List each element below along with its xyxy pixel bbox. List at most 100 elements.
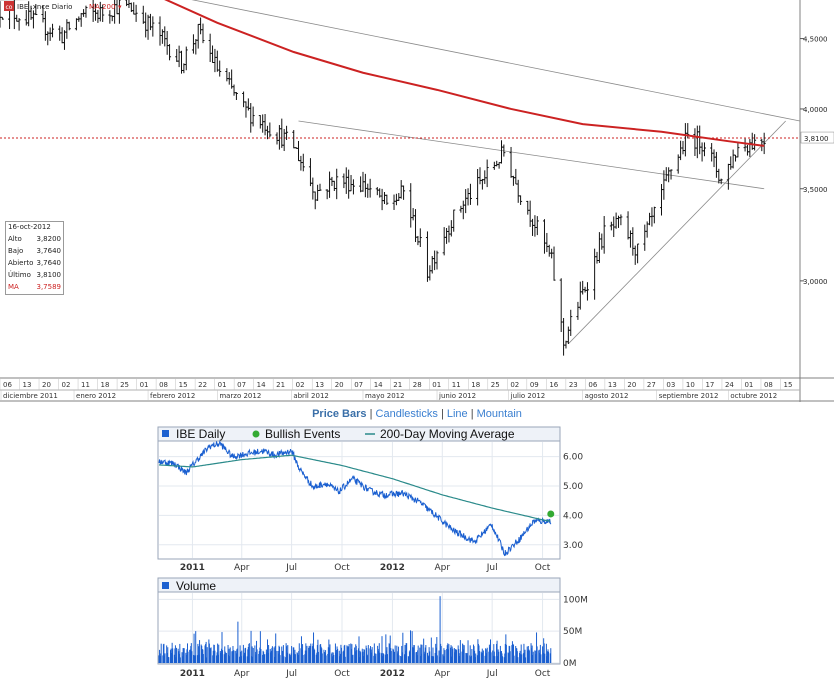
link-price-bars[interactable]: Price Bars xyxy=(312,408,367,420)
price-bar xyxy=(619,214,623,226)
price-bar xyxy=(301,153,305,172)
day-tick-label: 18 xyxy=(101,381,110,389)
day-tick-label: 25 xyxy=(491,381,500,389)
day-tick-label: 07 xyxy=(237,381,246,389)
y-tick-label: 4.00 xyxy=(563,511,583,521)
info-row-high: Alto 3,8200 xyxy=(8,235,61,243)
day-tick-label: 22 xyxy=(198,381,207,389)
day-tick-label: 06 xyxy=(588,381,597,389)
x-tick-label: Jul xyxy=(285,563,297,573)
day-tick-label: 01 xyxy=(432,381,441,389)
price-bar xyxy=(502,144,506,157)
volume-bars xyxy=(158,596,552,663)
price-bar xyxy=(719,178,723,185)
y-tick-label: 5.00 xyxy=(563,482,583,492)
line-plot-area: 6.00 5.00 4.00 3.00 2011 Apr Jul Oct 2012 Apr Jul O… xyxy=(158,440,583,573)
price-bar xyxy=(168,44,172,61)
legend-square-icon xyxy=(162,582,169,589)
month-label: octubre 2012 xyxy=(730,392,777,400)
month-label: diciembre 2011 xyxy=(3,392,58,400)
day-tick-label: 20 xyxy=(335,381,344,389)
day-tick-label: 21 xyxy=(276,381,285,389)
day-tick-label: 06 xyxy=(3,381,12,389)
price-bar xyxy=(485,159,489,188)
chart-style-links: Price Bars | Candlesticks | Line | Mount… xyxy=(312,408,522,420)
bottom-charts: IBE Daily Bullish Events 200-Day Moving … xyxy=(0,420,834,683)
price-bar xyxy=(0,16,4,20)
price-bar xyxy=(418,228,422,247)
chevron-down-icon[interactable]: ▾ xyxy=(118,4,122,11)
ma-200-line xyxy=(164,0,765,147)
x-tick-label: Apr xyxy=(234,669,250,679)
info-date: 16-oct-2012 xyxy=(8,223,51,231)
day-tick-label: 14 xyxy=(374,381,383,389)
symbol-label[interactable]: IBE .xnce Diario xyxy=(17,3,72,11)
price-bar xyxy=(652,206,656,224)
month-label: julio 2012 xyxy=(510,392,546,400)
trendline[interactable] xyxy=(298,120,765,190)
volume-plot-area: 100M 50M 0M 2011 Apr Jul Oct 2012 Apr Jul Oct xyxy=(158,593,588,679)
y-tick-label: 3,0000 xyxy=(803,278,828,286)
day-tick-label: 02 xyxy=(296,381,305,389)
day-tick-label: 11 xyxy=(81,381,90,389)
link-mountain[interactable]: Mountain xyxy=(476,408,522,420)
info-row-open: Abierto 3,7640 xyxy=(8,259,61,267)
price-bar xyxy=(468,183,472,205)
day-tick-label: 10 xyxy=(686,381,695,389)
link-line[interactable]: Line xyxy=(446,408,468,420)
day-tick-label: 13 xyxy=(315,381,324,389)
x-tick-label: Jul xyxy=(486,669,498,679)
day-tick-label: 02 xyxy=(62,381,71,389)
month-label: mayo 2012 xyxy=(365,392,405,400)
price-bar xyxy=(535,216,539,236)
day-tick-label: 24 xyxy=(725,381,734,389)
link-candlesticks[interactable]: Candlesticks xyxy=(375,408,438,420)
price-bar xyxy=(84,5,88,18)
info-row-ma: MA 3,7589 xyxy=(8,283,61,291)
price-bar xyxy=(201,23,205,44)
price-bar xyxy=(519,195,523,205)
day-tick-label: 28 xyxy=(413,381,422,389)
x-tick-label: Oct xyxy=(334,669,350,679)
price-bar xyxy=(251,106,255,127)
day-tick-label: 14 xyxy=(257,381,266,389)
legend-square-icon xyxy=(162,430,169,437)
month-label: junio 2012 xyxy=(438,392,476,400)
price-bar xyxy=(435,250,439,270)
symbol-icon[interactable] xyxy=(4,1,14,11)
trendline[interactable] xyxy=(162,0,801,122)
price-bar xyxy=(335,168,339,200)
trendline[interactable] xyxy=(568,120,786,345)
month-label: febrero 2012 xyxy=(150,392,195,400)
x-tick-label: Jul xyxy=(486,563,498,573)
price-bar xyxy=(636,243,640,264)
x-tick-label: Oct xyxy=(334,563,350,573)
price-bar xyxy=(34,4,38,16)
x-tick-label: Oct xyxy=(535,563,551,573)
price-bar xyxy=(602,216,606,254)
price-bar xyxy=(51,23,55,38)
day-tick-label: 16 xyxy=(549,381,558,389)
price-bar xyxy=(184,46,188,71)
price-bar xyxy=(268,122,272,138)
bullish-event-marker[interactable] xyxy=(547,510,555,518)
price-plot-area: 4,5000 4,0000 3,5000 3,0000 3,8100 06 13 20 02 11… xyxy=(0,0,834,402)
price-bar xyxy=(552,246,556,281)
x-tick-label: Apr xyxy=(434,563,450,573)
month-label: agosto 2012 xyxy=(585,392,629,400)
y-tick-label: 50M xyxy=(563,627,582,637)
y-tick-label: 6.00 xyxy=(563,453,583,463)
price-bar xyxy=(101,4,105,22)
legend-200-day-ma: 200-Day Moving Average xyxy=(380,427,515,441)
day-tick-label: 21 xyxy=(393,381,402,389)
price-bar xyxy=(234,92,238,100)
day-tick-label: 08 xyxy=(159,381,168,389)
x-tick-label: 2012 xyxy=(380,669,405,679)
day-tick-label: 15 xyxy=(179,381,188,389)
ma-label[interactable]: MA 200 xyxy=(89,3,115,11)
month-label: enero 2012 xyxy=(76,392,116,400)
y-tick-label: 0M xyxy=(563,659,577,669)
info-row-low: Bajo 3,7640 xyxy=(8,247,61,255)
x-tick-label: Jul xyxy=(285,669,297,679)
price-bar xyxy=(762,132,766,155)
